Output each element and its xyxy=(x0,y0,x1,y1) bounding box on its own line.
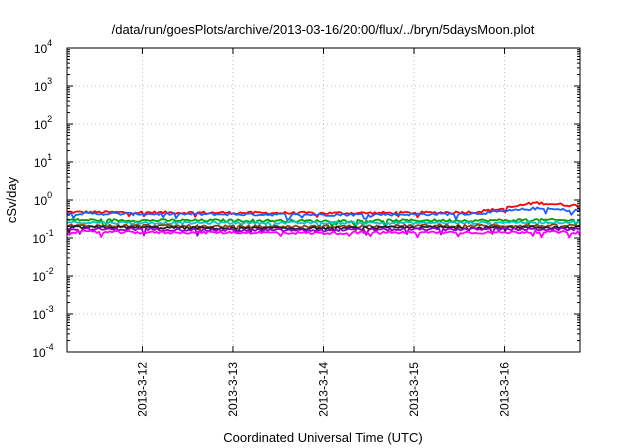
y-tick-label: 10-2 xyxy=(32,266,53,284)
y-tick-label: 103 xyxy=(34,76,52,94)
y-tick-label: 101 xyxy=(34,152,52,170)
y-tick-label: 10-1 xyxy=(32,228,53,246)
x-tick-label: 2013-3-16 xyxy=(498,362,512,417)
series-line-7 xyxy=(66,226,581,237)
series-line-2 xyxy=(67,206,581,221)
x-tick-label: 2013-3-13 xyxy=(226,362,240,417)
series-layer xyxy=(66,201,581,239)
y-tick-label: 104 xyxy=(34,38,52,56)
y-tick-label: 10-4 xyxy=(32,342,53,360)
y-tick-label: 10-3 xyxy=(32,304,53,322)
series-line-3 xyxy=(66,217,581,228)
y-tick-label: 100 xyxy=(34,190,52,208)
x-axis-label: Coordinated Universal Time (UTC) xyxy=(223,430,422,445)
x-axis: 2013-3-12 2013-3-13 2013-3-14 2013-3-15 2013… xyxy=(135,48,512,417)
chart-title: /data/run/goesPlots/archive/2013-03-16/2… xyxy=(112,22,535,37)
x-tick-label: 2013-3-12 xyxy=(135,362,149,417)
y-axis: 10-4 10-3 10-2 10-1 100 101 102 103 104 xyxy=(32,38,580,360)
series-line-4 xyxy=(66,219,581,230)
y-tick-label: 102 xyxy=(34,114,52,132)
series-line-6 xyxy=(66,225,581,235)
x-tick-label: 2013-3-14 xyxy=(317,362,331,417)
y-axis-label: cSv/day xyxy=(4,176,19,223)
series-line-8 xyxy=(66,229,581,239)
x-tick-label: 2013-3-15 xyxy=(407,362,421,417)
grid xyxy=(67,48,580,352)
